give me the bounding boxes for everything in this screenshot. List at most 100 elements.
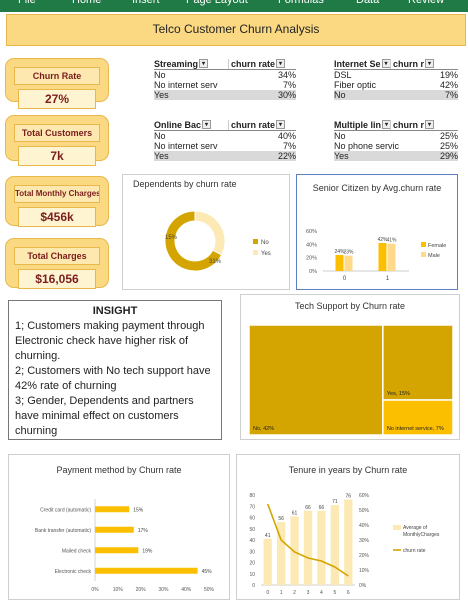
y2-tick-label: 20% [359,553,370,559]
treemap-tile-no-internet-service[interactable] [382,399,454,436]
x-tick-label: 30% [158,587,169,593]
bar-data-label: 23% [343,250,354,256]
pivot-row-label: DSL [334,70,352,80]
y-tick-label: 70 [249,504,255,510]
filter-dropdown-icon[interactable]: ▾ [276,120,286,129]
x-tick-label: 40% [181,587,192,593]
ribbon-tab-page-layout[interactable]: Page Layout [186,0,248,6]
bar-electronic-check[interactable] [95,567,198,574]
filter-dropdown-icon[interactable]: ▾ [381,59,390,68]
tech-support-chart-panel[interactable]: Tech Support by Churn rate No, 42% Yes, 1… [240,294,460,440]
bar-monthly-charges-4[interactable] [317,510,326,585]
y2-tick-label: 50% [359,508,370,514]
filter-dropdown-icon[interactable]: ▾ [382,120,390,129]
bar-monthly-charges-6[interactable] [344,499,353,586]
dependents-chart-panel[interactable]: Dependents by churn rate 31% 15% No Yes [122,174,290,290]
y2-tick-label: 60% [359,493,370,499]
legend-label-churn-rate: churn rate [403,548,426,554]
y-category-label: Electronic check [55,569,92,575]
pivot-field-name: Multiple lin [334,120,381,130]
bar-data-label: 66 [305,505,311,511]
bar-female-1[interactable] [378,243,387,271]
ribbon-tab-formulas[interactable]: Formulas [278,0,324,6]
excel-ribbon: File Home Insert Page Layout Formulas Data Rev… [0,0,468,12]
legend-swatch-female [421,242,426,247]
y2-tick-label: 10% [359,568,370,574]
filter-dropdown-icon[interactable]: ▾ [202,120,212,129]
filter-dropdown-icon[interactable]: ▾ [276,59,286,68]
insight-line-2: 2; Customers with No tech support have 4… [15,365,211,392]
donut-slice-no[interactable] [164,210,223,272]
payment-method-bar-chart: Credit card (automatic) 15% Bank transfer … [35,499,215,593]
legend-label-yes: Yes [261,251,271,257]
bar-bank-transfer-automatic-[interactable] [95,526,134,533]
ribbon-tab-insert[interactable]: Insert [132,0,160,6]
pivot-row-value: 30% [277,90,296,100]
bar-data-label: 76 [346,494,352,500]
y-tick-label: 60 [249,516,255,522]
pivot-row[interactable]: No 7% [334,90,458,100]
pivot-row-label: Yes [334,151,349,161]
pivot-row[interactable]: Yes 29% [334,151,458,161]
ribbon-tab-home[interactable]: Home [72,0,102,6]
filter-dropdown-icon[interactable]: ▾ [425,59,435,68]
bar-mailed-check[interactable] [95,547,139,554]
filter-dropdown-icon[interactable]: ▾ [199,59,209,68]
bar-monthly-charges-2[interactable] [290,516,299,585]
tenure-chart-panel[interactable]: Tenure in years by Churn rate 0 10 20 30 40 5… [236,454,460,600]
pivot-row[interactable]: No 40% [154,131,296,141]
pivot-header: Multiple lin ▾ churn r ▾ [334,120,458,131]
treemap-tile-yes[interactable] [382,324,454,401]
insight-line-1: 1; Customers making payment through Elec… [15,320,205,362]
y-tick-label: 30 [249,549,255,555]
bar-male-1[interactable] [387,243,396,271]
payment-method-chart-panel[interactable]: Payment method by Churn rate Credit card… [8,454,230,600]
pivot-field-name: Online Bac [154,120,202,130]
y-category-label: Mailed check [62,548,92,554]
bar-male-0[interactable] [344,255,353,271]
x-tick-label: 3 [307,590,310,596]
donut-slice-yes[interactable] [194,210,226,256]
insight-line-3: 3; Gender, Dependents and partners have … [15,395,194,437]
bar-monthly-charges-1[interactable] [276,522,286,585]
pivot-row[interactable]: Fiber optic 42% [334,80,458,90]
bar-monthly-charges-3[interactable] [303,510,313,585]
treemap-tile-no[interactable] [248,324,384,436]
pivot-row-label: Fiber optic [334,80,377,90]
pivot-field-header: Online Bac ▾ [154,120,228,130]
pivot-row[interactable]: No internet serv 7% [154,141,296,151]
kpi-total-charges: Total Charges $16,056 [5,238,109,289]
ribbon-tab-review[interactable]: Review [408,0,445,6]
pivot-row[interactable]: No internet serv 7% [154,80,296,90]
kpi-total-customers: Total Customers 7k [5,115,109,166]
bar-monthly-charges-0[interactable] [263,538,272,585]
bar-credit-card-automatic-[interactable] [95,506,130,513]
line-churn-rate[interactable] [266,503,349,577]
pivot-row-value: 40% [277,131,296,141]
pivot-measure-name: churn r [393,120,425,130]
pivot-row-label: No internet serv [154,141,218,151]
ribbon-tab-file[interactable]: File [18,0,36,6]
pivot-row[interactable]: No 25% [334,131,458,141]
pivot-row-label: No [154,70,166,80]
pivot-row[interactable]: No 34% [154,70,296,80]
legend-swatch-male [421,252,426,257]
senior-citizen-chart-panel[interactable]: Senior Citizen by Avg.churn rate 0% 20% 40… [296,174,458,290]
dependents-donut-chart: 31% 15% No Yes [164,210,271,272]
filter-dropdown-icon[interactable]: ▾ [425,120,435,129]
x-tick-label: 10% [113,587,124,593]
ribbon-tab-data[interactable]: Data [356,0,380,6]
pivot-row[interactable]: DSL 19% [334,70,458,80]
legend-swatch-yes [253,250,258,255]
bar-data-label: 56 [278,516,284,522]
legend-label-monthly-charges-1: Average of [403,525,428,531]
pivot-row[interactable]: Yes 30% [154,90,296,100]
pivot-row[interactable]: No phone servic 25% [334,141,458,151]
bar-female-0[interactable] [335,255,344,271]
bar-data-label: 71 [332,499,338,505]
pivot-row-value: 25% [439,141,458,151]
pivot-field-name: Streaming [154,59,199,69]
pivot-row[interactable]: Yes 22% [154,151,296,161]
bar-monthly-charges-5[interactable] [330,505,340,585]
pivot-row-label: No [334,131,346,141]
